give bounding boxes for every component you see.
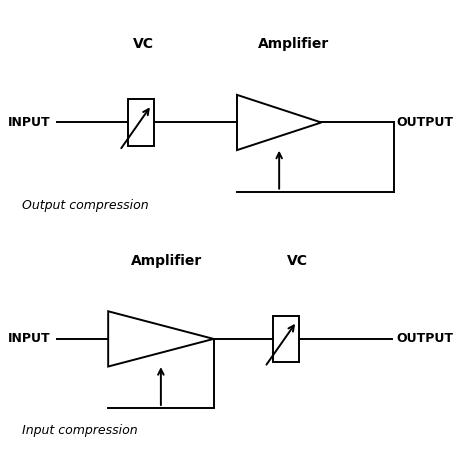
Text: INPUT: INPUT <box>8 332 50 345</box>
Text: Input compression: Input compression <box>21 425 137 438</box>
Text: OUTPUT: OUTPUT <box>396 116 453 129</box>
Text: VC: VC <box>133 37 154 51</box>
Text: OUTPUT: OUTPUT <box>396 332 453 345</box>
Text: Output compression: Output compression <box>21 199 148 212</box>
Text: VC: VC <box>287 254 309 267</box>
Text: INPUT: INPUT <box>8 116 50 129</box>
Text: Amplifier: Amplifier <box>257 37 329 51</box>
Text: Amplifier: Amplifier <box>131 254 202 267</box>
